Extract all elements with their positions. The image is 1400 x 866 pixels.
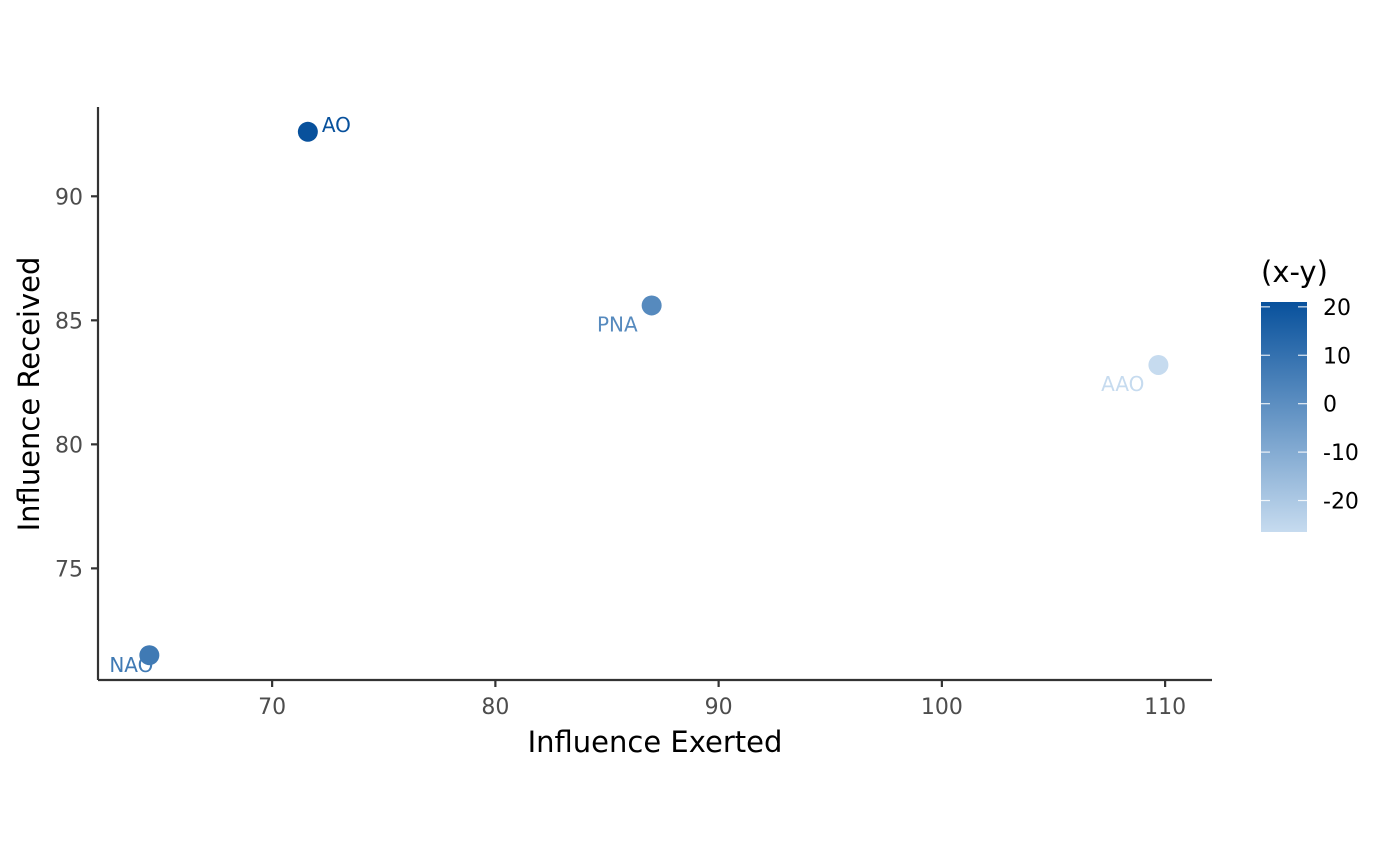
- y-ticks: 75 80 85 90: [55, 185, 98, 582]
- y-tick-label: 85: [55, 309, 83, 334]
- x-tick-label: 110: [1144, 695, 1186, 720]
- x-axis-title: Influence Exerted: [528, 725, 783, 759]
- x-ticks: 70 80 90 100 110: [258, 680, 1186, 720]
- legend-colorbar: [1261, 302, 1307, 532]
- plot-area: 70 80 90 100 110 75 80 85 90 AO PNA AAO NAO: [55, 107, 1212, 720]
- point-label-nao: NAO: [109, 653, 153, 677]
- data-point-aao: [1148, 354, 1169, 375]
- legend-tick-label: 0: [1323, 393, 1337, 418]
- legend-tick-label: 10: [1323, 344, 1351, 369]
- x-tick-label: 100: [921, 695, 963, 720]
- y-axis-title: Influence Received: [12, 257, 46, 532]
- point-labels: AO PNA AAO NAO: [109, 113, 1144, 677]
- legend-tick-label: -20: [1323, 490, 1359, 515]
- point-label-ao: AO: [322, 113, 351, 137]
- legend-title: (x-y): [1261, 255, 1328, 289]
- color-legend: (x-y) 20 10 0 -10 -20: [1261, 255, 1359, 532]
- legend-tick-label: 20: [1323, 296, 1351, 321]
- data-point-pna: [641, 295, 662, 316]
- point-label-aao: AAO: [1101, 372, 1144, 396]
- data-points: [139, 121, 1169, 666]
- legend-ticks: 20 10 0 -10 -20: [1261, 296, 1359, 515]
- x-tick-label: 90: [705, 695, 733, 720]
- x-tick-label: 80: [481, 695, 509, 720]
- y-tick-label: 80: [55, 433, 83, 458]
- data-point-nao: [139, 645, 160, 666]
- x-tick-label: 70: [258, 695, 286, 720]
- point-label-pna: PNA: [597, 312, 638, 336]
- y-tick-label: 90: [55, 185, 83, 210]
- legend-tick-label: -10: [1323, 441, 1359, 466]
- y-tick-label: 75: [55, 557, 83, 582]
- data-point-ao: [297, 121, 318, 142]
